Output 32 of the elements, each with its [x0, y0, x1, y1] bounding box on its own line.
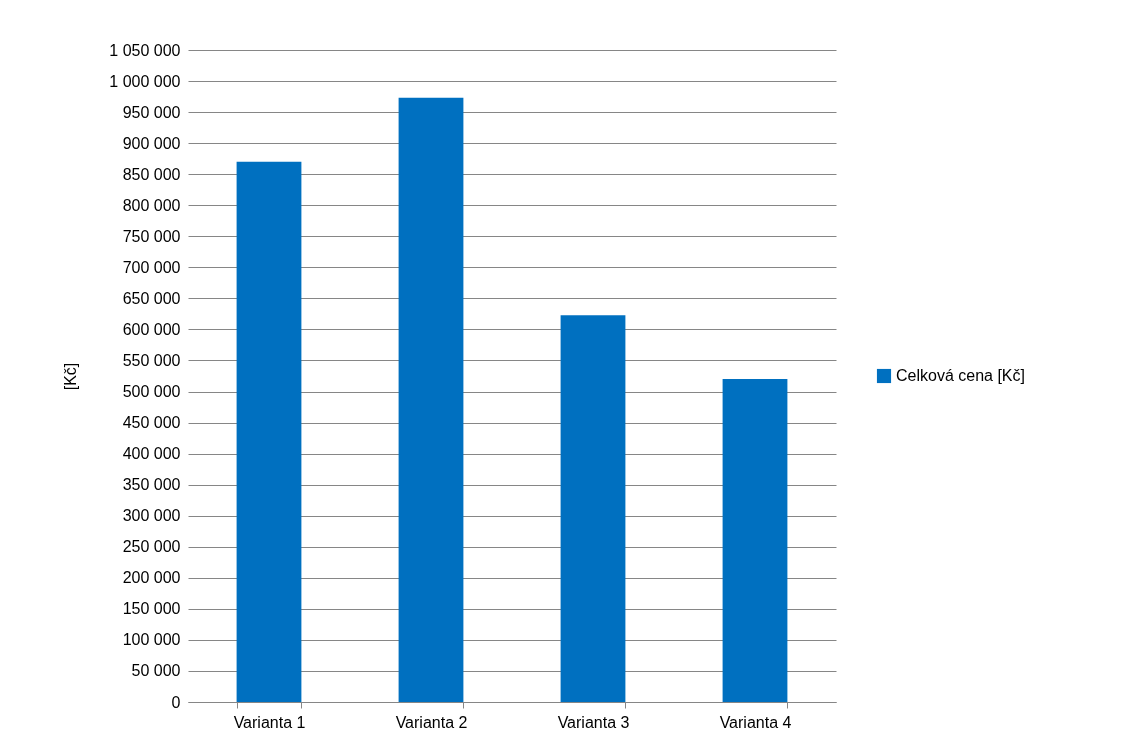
y-tick-label: 50 000	[131, 662, 181, 680]
x-tick-label: Varianta 4	[719, 713, 792, 731]
y-tick-label: 800 000	[122, 196, 181, 214]
y-tick-label: 550 000	[122, 351, 181, 369]
y-tick-label: 650 000	[122, 289, 181, 307]
y-tick-label: 200 000	[122, 569, 181, 587]
y-tick-label: 450 000	[122, 414, 181, 432]
bar	[722, 379, 788, 702]
x-tick-label: Varianta 1	[233, 713, 306, 731]
x-tick-label: Varianta 2	[395, 713, 468, 731]
bar	[236, 161, 302, 702]
y-tick-label: 1 050 000	[109, 41, 181, 59]
y-tick-label: 700 000	[122, 258, 181, 276]
y-tick-label: 400 000	[122, 445, 181, 463]
y-tick-label: 850 000	[122, 165, 181, 183]
y-axis-title: [Kč]	[62, 362, 80, 391]
y-tick-label: 100 000	[122, 631, 181, 649]
x-tick-label: Varianta 3	[557, 713, 630, 731]
y-tick-label: 300 000	[122, 507, 181, 525]
y-tick-label: 500 000	[122, 383, 181, 401]
y-tick-label: 1 000 000	[109, 72, 181, 90]
y-tick-label: 900 000	[122, 134, 181, 152]
y-tick-label: 150 000	[122, 600, 181, 618]
legend-label: Celková cena [Kč]	[896, 367, 1025, 384]
y-tick-label: 250 000	[122, 538, 181, 556]
y-tick-label: 0	[171, 693, 181, 711]
bar	[398, 97, 464, 702]
y-tick-label: 350 000	[122, 476, 181, 494]
y-tick-label: 950 000	[122, 103, 181, 121]
y-tick-label: 750 000	[122, 227, 181, 245]
bar	[560, 315, 626, 702]
y-tick-label: 600 000	[122, 320, 181, 338]
